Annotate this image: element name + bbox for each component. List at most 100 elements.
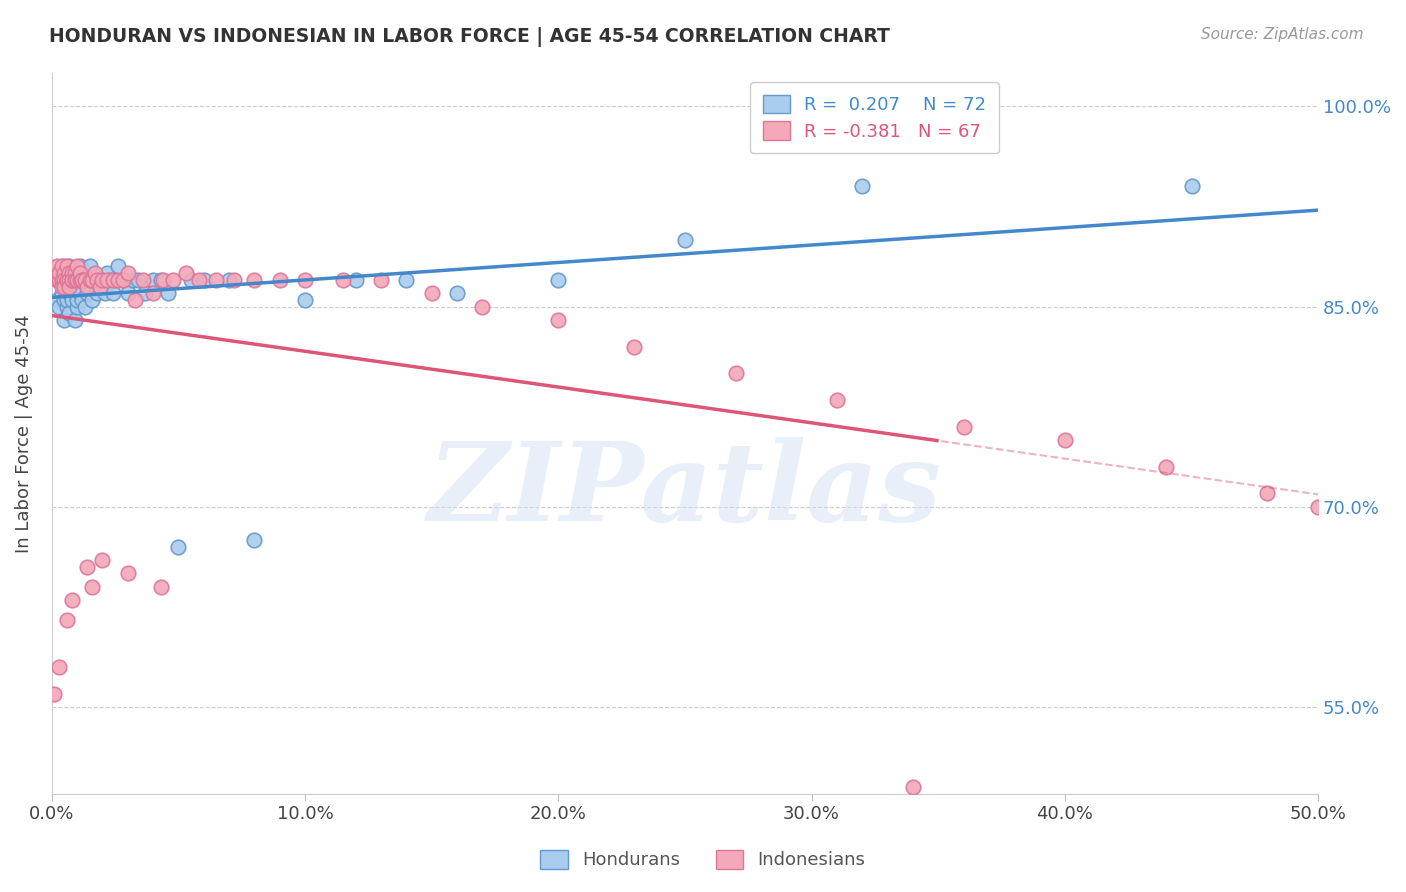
Point [187,273,209,287]
Point [66,300,89,314]
Point [60,266,83,280]
Point [53,273,76,287]
Point [446,286,468,301]
Point [91,273,114,287]
Point [89,279,111,293]
Point [117,286,139,301]
Point [623,340,645,354]
Point [205,273,228,287]
Point [44,687,66,701]
Point [48,660,70,674]
Point [51,266,73,280]
Point [471,300,494,314]
Point [149,580,172,594]
Point [79,260,101,274]
Point [89,273,111,287]
Point [117,266,139,280]
Point [69,286,91,301]
Point [152,273,174,287]
Point [76,559,98,574]
Point [142,286,165,301]
Point [142,273,165,287]
Point [53,293,76,307]
Point [370,273,392,287]
Point [53,279,76,293]
Point [58,266,80,280]
Y-axis label: In Labor Force | Age 45-54: In Labor Force | Age 45-54 [15,314,32,553]
Point [69,266,91,280]
Point [60,593,83,607]
Point [98,273,121,287]
Point [73,300,96,314]
Point [243,273,266,287]
Point [86,273,108,287]
Point [107,273,129,287]
Point [547,313,569,327]
Point [193,273,215,287]
Point [134,286,156,301]
Point [1308,500,1330,514]
Point [420,286,443,301]
Point [76,279,98,293]
Point [1180,179,1202,194]
Point [51,273,73,287]
Point [53,260,76,274]
Point [82,293,104,307]
Point [51,286,73,301]
Point [218,273,240,287]
Point [53,279,76,293]
Point [83,266,105,280]
Point [294,293,316,307]
Point [70,293,93,307]
Point [94,286,117,301]
Point [86,286,108,301]
Point [162,273,184,287]
Point [101,286,124,301]
Point [91,553,114,567]
Point [111,273,134,287]
Point [53,266,76,280]
Point [76,286,98,301]
Point [60,293,83,307]
Point [48,266,70,280]
Point [157,286,180,301]
Point [851,179,873,194]
Point [1256,486,1278,500]
Point [56,300,79,314]
Point [79,273,101,287]
Point [167,540,190,554]
Point [58,273,80,287]
Text: HONDURAN VS INDONESIAN IN LABOR FORCE | AGE 45-54 CORRELATION CHART: HONDURAN VS INDONESIAN IN LABOR FORCE | … [49,27,890,46]
Point [56,260,79,274]
Point [180,273,202,287]
Point [48,266,70,280]
Point [82,580,104,594]
Point [58,286,80,301]
Point [332,273,354,287]
Point [174,266,197,280]
Point [91,273,114,287]
Point [51,260,73,274]
Point [56,613,79,627]
Point [48,273,70,287]
Point [121,273,143,287]
Point [58,306,80,320]
Point [70,273,93,287]
Point [724,366,747,380]
Point [45,260,67,274]
Point [73,273,96,287]
Point [69,273,91,287]
Point [107,260,129,274]
Point [69,260,91,274]
Point [56,273,79,287]
Point [111,273,134,287]
Point [56,293,79,307]
Point [63,273,86,287]
Point [56,273,79,287]
Point [127,273,149,287]
Point [952,419,974,434]
Point [344,273,367,287]
Point [1154,459,1177,474]
Point [547,273,569,287]
Point [48,273,70,287]
